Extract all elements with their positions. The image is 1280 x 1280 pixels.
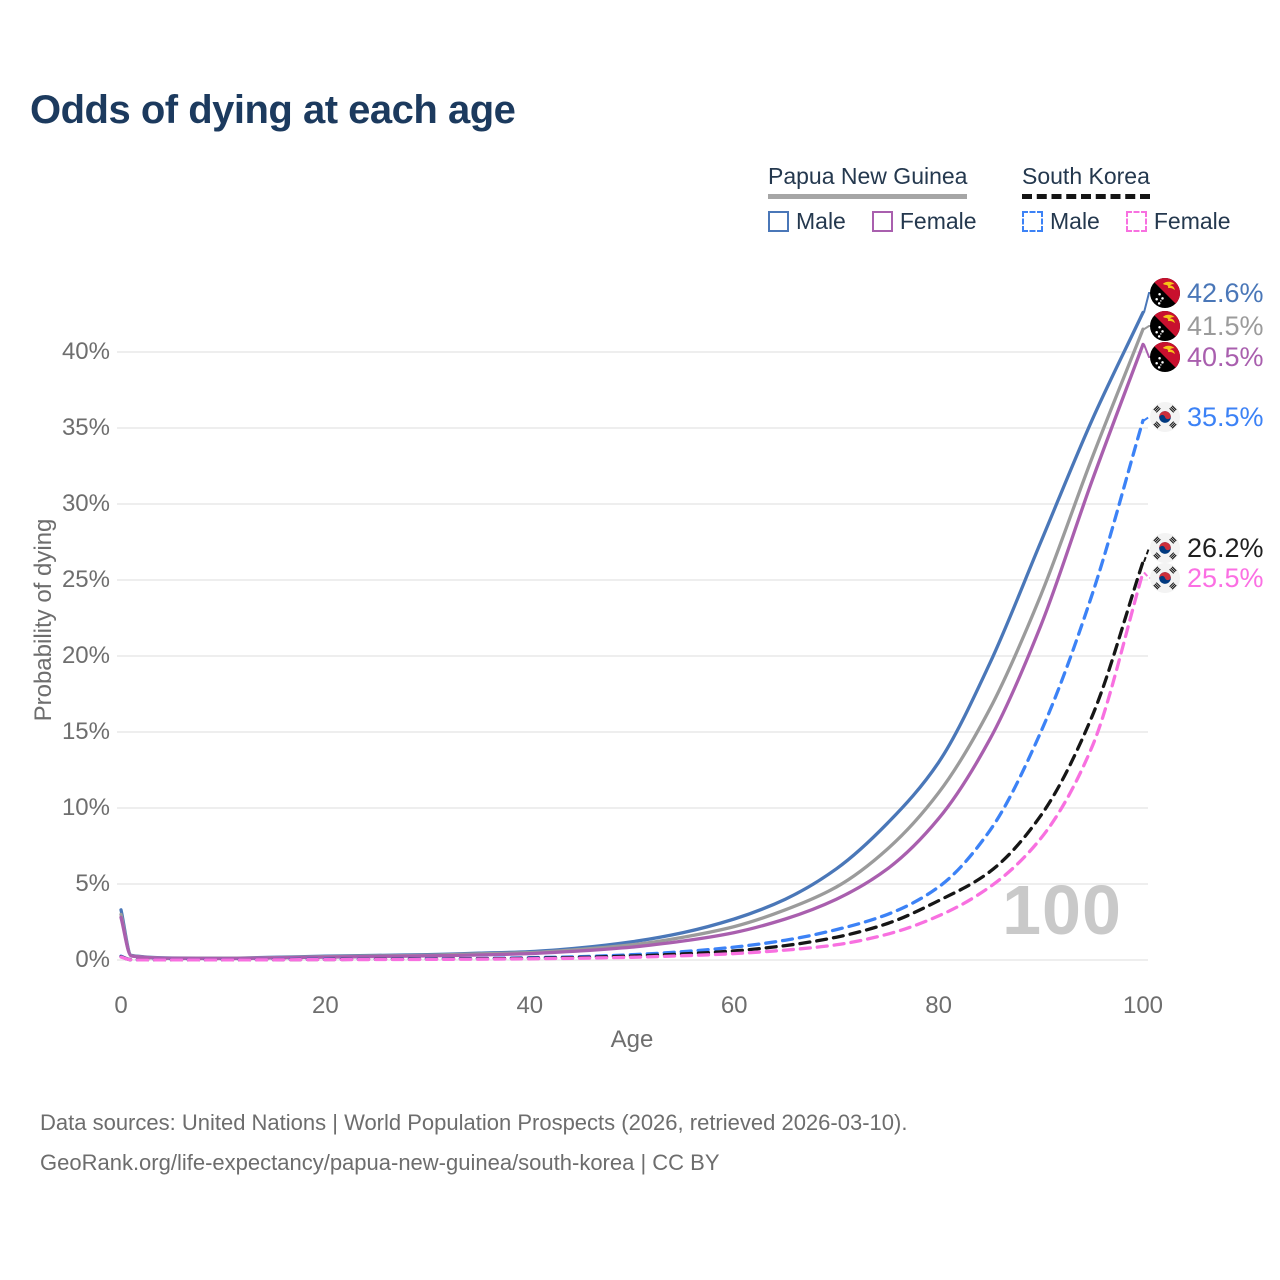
legend-item-png-female[interactable]: Female — [871, 208, 977, 235]
end-label-png-female: 40.5% — [1150, 341, 1264, 373]
age-counter-annotation: 100 — [1002, 871, 1122, 949]
x-axis-tick-label: 80 — [925, 992, 952, 1019]
papua-new-guinea-flag-icon — [1150, 342, 1180, 372]
y-axis-tick-label: 0% — [75, 946, 110, 973]
x-axis-tick-label: 100 — [1122, 992, 1164, 1019]
legend-item-label: Male — [1050, 208, 1100, 234]
y-axis-tick-label: 5% — [75, 870, 110, 897]
y-axis-tick-label: 25% — [61, 566, 110, 593]
y-axis-tick-label: 40% — [61, 338, 110, 365]
legend-country-papua-new-guinea[interactable]: Papua New Guinea — [768, 163, 968, 199]
png-male-swatch-icon — [768, 211, 789, 232]
y-axis-title: Probability of dying — [30, 518, 57, 722]
x-axis-title: Age — [610, 1026, 654, 1053]
x-axis-tick-label: 60 — [720, 992, 748, 1019]
y-axis-tick-label: 35% — [61, 414, 110, 441]
legend-item-kor-male[interactable]: Male — [1022, 208, 1100, 235]
legend-item-kor-female[interactable]: Female — [1125, 208, 1231, 235]
y-axis-tick-label: 20% — [61, 642, 110, 669]
legend-item-label: Male — [796, 208, 846, 234]
y-axis-tick-label: 10% — [61, 794, 110, 821]
legend-item-label: Female — [899, 208, 977, 234]
y-axis-tick-label: 15% — [61, 718, 110, 745]
legend-items: Male Female — [1022, 208, 1231, 235]
data-source-note: Data sources: United Nations | World Pop… — [40, 1110, 908, 1135]
series-line-kor-female — [119, 570, 1145, 962]
end-value: 40.5% — [1187, 341, 1264, 372]
y-axis-tick-label: 30% — [61, 490, 110, 517]
attribution-note: GeoRank.org/life-expectancy/papua-new-gu… — [40, 1150, 720, 1175]
papua-new-guinea-flag-icon — [1150, 278, 1180, 308]
legend-country-south-korea[interactable]: South Korea — [1022, 163, 1150, 199]
series-line-kor-male — [119, 418, 1145, 962]
kor-female-swatch-icon — [1125, 211, 1147, 232]
south-korea-flag-icon — [1150, 533, 1180, 563]
kor-male-swatch-icon — [1022, 211, 1043, 232]
png-female-swatch-icon — [871, 211, 893, 232]
papua-new-guinea-flag-icon — [1150, 311, 1180, 341]
page-title: Odds of dying at each age — [30, 88, 516, 132]
end-label-kor-combined: 26.2% — [1150, 532, 1264, 564]
series-line-png-combined — [119, 327, 1145, 960]
legend-item-png-male[interactable]: Male — [768, 208, 846, 235]
end-value: 25.5% — [1187, 562, 1264, 593]
south-korea-flag-icon — [1150, 402, 1180, 432]
end-label-png-male: 42.6% — [1150, 277, 1264, 309]
x-axis-tick-label: 20 — [312, 992, 339, 1019]
end-label-kor-female: 25.5% — [1150, 562, 1264, 594]
end-value: 35.5% — [1187, 401, 1264, 432]
south-korea-flag-icon — [1150, 563, 1180, 593]
legend-group-papua-new-guinea: Papua New Guinea Male Female — [768, 163, 977, 235]
end-value: 42.6% — [1187, 277, 1264, 308]
x-axis-tick-label: 0 — [114, 992, 128, 1019]
series-line-png-male — [119, 310, 1145, 960]
end-label-png-combined: 41.5% — [1150, 310, 1264, 342]
legend-items: Male Female — [768, 208, 977, 235]
legend-group-south-korea: South Korea Male Female — [1022, 163, 1231, 235]
series-line-png-female — [119, 342, 1145, 961]
end-value: 26.2% — [1187, 532, 1264, 563]
x-axis-tick-label: 40 — [516, 992, 544, 1019]
end-label-kor-male: 35.5% — [1150, 401, 1264, 433]
series-line-kor-combined — [119, 560, 1145, 962]
end-value: 41.5% — [1187, 310, 1264, 341]
legend-item-label: Female — [1153, 208, 1231, 234]
